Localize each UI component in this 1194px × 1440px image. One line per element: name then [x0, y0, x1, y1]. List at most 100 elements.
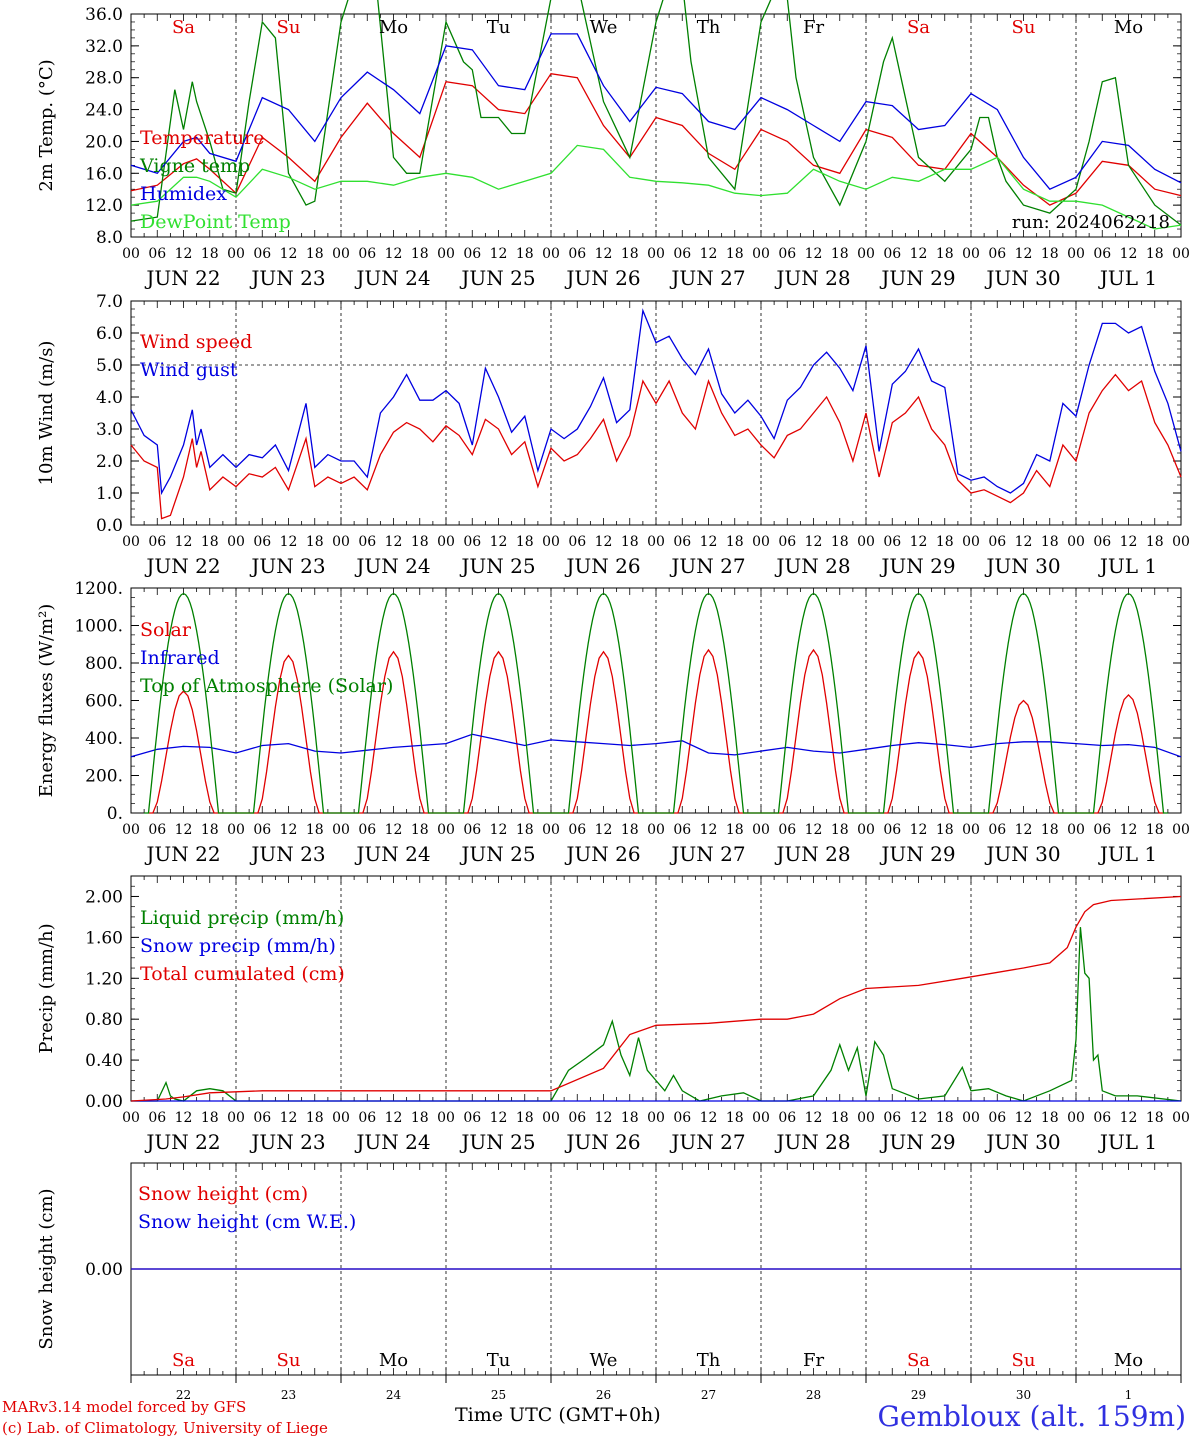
hour-tick-label: 00	[122, 822, 140, 838]
hour-tick-label: 00	[647, 1110, 665, 1126]
hour-tick-label: 06	[148, 822, 166, 838]
day-label: JUN 25	[459, 842, 535, 866]
hour-tick-label: 12	[175, 246, 193, 262]
weekday-label: Sa	[172, 1350, 195, 1371]
hour-tick-label: 06	[568, 534, 586, 550]
y-tick-label: 0.00	[85, 1260, 123, 1280]
day-label: JUN 22	[144, 1130, 220, 1154]
hour-tick-label: 12	[595, 534, 613, 550]
y-tick-label: 16.0	[85, 164, 123, 184]
hour-tick-label: 18	[411, 246, 429, 262]
hour-tick-label: 18	[726, 822, 744, 838]
hour-tick-label: 00	[332, 822, 350, 838]
hour-tick-label: 18	[201, 1110, 219, 1126]
y-tick-label: 7.0	[96, 292, 123, 312]
day-label: JUN 28	[774, 266, 850, 290]
hour-tick-label: 18	[306, 1110, 324, 1126]
hour-tick-label: 06	[988, 1110, 1006, 1126]
hour-tick-label: 06	[568, 822, 586, 838]
hour-tick-label: 06	[988, 246, 1006, 262]
hour-tick-label: 18	[1146, 246, 1164, 262]
hour-tick-label: 12	[1015, 246, 1033, 262]
hour-tick-label: 12	[385, 1110, 403, 1126]
day-number-label: 30	[1016, 1388, 1031, 1402]
hour-tick-label: 12	[805, 246, 823, 262]
hour-tick-label: 06	[883, 1110, 901, 1126]
day-label: JUN 23	[249, 554, 325, 578]
day-label: JUN 27	[669, 554, 745, 578]
y-tick-label: 1200.	[74, 579, 123, 599]
hour-tick-label: 00	[227, 1110, 245, 1126]
hour-tick-label: 00	[1172, 822, 1190, 838]
y-tick-label: 0.00	[85, 1092, 123, 1112]
hour-tick-label: 00	[1067, 246, 1085, 262]
hour-tick-label: 06	[358, 534, 376, 550]
series-line-1-2	[130, 0, 1182, 226]
legend-entry: Wind gust	[140, 359, 238, 381]
hour-tick-label: 12	[490, 534, 508, 550]
hour-tick-label: 06	[463, 246, 481, 262]
run-label: run: 2024062218	[1012, 212, 1170, 233]
hour-tick-label: 00	[1067, 534, 1085, 550]
hour-tick-label: 12	[805, 822, 823, 838]
hour-tick-label: 06	[253, 246, 271, 262]
legend-entry: Top of Atmosphere (Solar)	[140, 675, 393, 697]
hour-tick-label: 12	[910, 246, 928, 262]
panel-2	[130, 300, 1182, 526]
y-tick-label: 600.	[85, 692, 123, 712]
hour-tick-label: 12	[910, 534, 928, 550]
day-label: JUN 27	[669, 1130, 745, 1154]
hour-tick-label: 00	[1067, 822, 1085, 838]
hour-tick-label: 06	[358, 1110, 376, 1126]
hour-tick-label: 06	[1093, 534, 1111, 550]
legend-entry: Humidex	[140, 183, 227, 205]
hour-tick-label: 00	[437, 822, 455, 838]
hour-tick-label: 06	[673, 822, 691, 838]
hour-tick-label: 00	[1172, 1110, 1190, 1126]
day-label: JUN 27	[669, 266, 745, 290]
hour-tick-label: 18	[726, 246, 744, 262]
hour-tick-label: 00	[962, 1110, 980, 1126]
day-label: JUN 25	[459, 266, 535, 290]
series-line-2-1	[130, 373, 1182, 520]
weekday-label: Su	[277, 17, 301, 38]
legend-entry: Snow precip (mm/h)	[140, 935, 336, 957]
hour-tick-label: 12	[700, 822, 718, 838]
y-axis-label: 10m Wind (m/s)	[36, 341, 57, 486]
hour-tick-label: 18	[621, 534, 639, 550]
y-axis-label: Precip (mm/h)	[36, 923, 57, 1053]
hour-tick-label: 00	[542, 1110, 560, 1126]
y-axis-label: Energy fluxes (W/m²)	[36, 604, 57, 798]
y-axis-label: 2m Temp. (°C)	[36, 59, 57, 191]
hour-tick-label: 18	[621, 1110, 639, 1126]
day-label: JUN 29	[879, 554, 955, 578]
legend-entry: Solar	[140, 619, 192, 641]
hour-tick-label: 00	[647, 534, 665, 550]
hour-tick-label: 06	[778, 534, 796, 550]
day-label: JUL 1	[1098, 842, 1157, 866]
panel-5	[130, 1162, 1182, 1383]
hour-tick-label: 12	[490, 1110, 508, 1126]
hour-tick-label: 06	[148, 246, 166, 262]
hour-tick-label: 18	[201, 246, 219, 262]
hour-tick-label: 06	[988, 822, 1006, 838]
hour-tick-label: 18	[306, 534, 324, 550]
hour-tick-label: 12	[805, 1110, 823, 1126]
series-line-4-3	[130, 895, 1182, 1102]
hour-tick-label: 06	[463, 822, 481, 838]
hour-tick-label: 18	[621, 822, 639, 838]
weekday-label: Mo	[1114, 1350, 1143, 1371]
hour-tick-label: 18	[201, 822, 219, 838]
hour-tick-label: 18	[621, 246, 639, 262]
hour-tick-label: 18	[936, 822, 954, 838]
y-tick-label: 0.40	[85, 1051, 123, 1071]
hour-tick-label: 18	[411, 1110, 429, 1126]
y-tick-label: 20.0	[85, 132, 123, 152]
panel-4	[130, 875, 1182, 1102]
day-label: JUN 22	[144, 842, 220, 866]
y-tick-label: 3.0	[96, 420, 123, 440]
hour-tick-label: 00	[332, 246, 350, 262]
weekday-label: Tu	[487, 17, 511, 38]
hour-tick-label: 00	[857, 1110, 875, 1126]
weekday-label: Su	[1012, 17, 1036, 38]
